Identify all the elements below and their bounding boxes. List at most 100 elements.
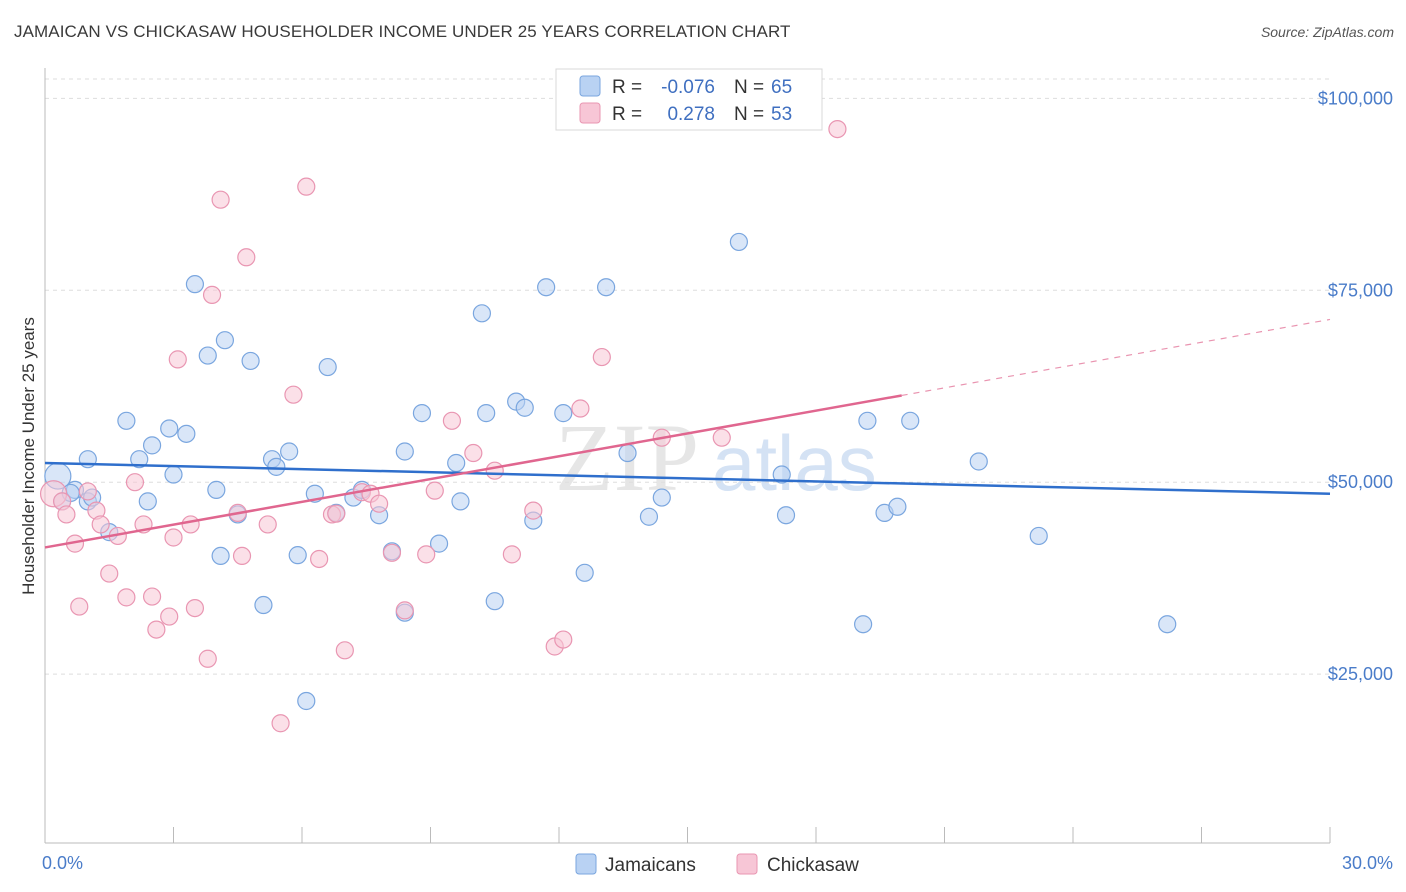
jamaicans-point	[429, 534, 449, 553]
jamaicans-point	[280, 442, 299, 461]
chickasaw-point	[142, 587, 162, 606]
chickasaw-trend-line	[44, 394, 902, 549]
chickasaw-point	[181, 515, 200, 534]
jamaicans-point	[130, 450, 149, 469]
jamaicans-point	[515, 398, 534, 417]
jamaicans-point	[776, 506, 796, 525]
jamaicans-point	[472, 304, 491, 323]
source-label: Source: ZipAtlas.com	[1260, 24, 1394, 40]
jamaicans-point	[177, 424, 196, 443]
chickasaw-point	[712, 428, 731, 447]
chickasaw-point	[185, 598, 205, 618]
chickasaw-point	[502, 545, 521, 564]
series-legend: Jamaicans Chickasaw	[575, 853, 859, 876]
chickasaw-point	[232, 546, 252, 566]
chickasaw-point	[100, 564, 119, 583]
jamaicans-point	[537, 278, 556, 297]
legend-r-value-1: -0.076	[661, 77, 715, 98]
jamaicans-point	[198, 346, 217, 365]
jamaicans-point	[215, 331, 234, 350]
chickasaw-point	[395, 601, 414, 620]
jamaicans-point	[211, 546, 230, 566]
chickasaw-point	[117, 588, 136, 607]
jamaicans-point	[854, 615, 873, 634]
legend-n-value-2: 53	[771, 104, 792, 125]
chickasaw-trend-extension	[901, 318, 1331, 397]
legend-r-label-2: R =	[612, 104, 642, 125]
jamaicans-point	[297, 691, 316, 711]
chickasaw-points	[39, 119, 847, 733]
chickasaw-point	[310, 549, 329, 569]
chickasaw-point	[237, 248, 256, 267]
bottom-swatch-jamaicans	[575, 853, 597, 875]
x-tick-labels: 0.0% 30.0%	[42, 853, 1393, 873]
chickasaw-point	[335, 641, 354, 660]
jamaicans-point	[901, 411, 920, 430]
x-tick-label-max: 30.0%	[1342, 853, 1393, 873]
y-tick-label: $25,000	[1328, 664, 1393, 684]
watermark-atlas: atlas	[712, 419, 877, 507]
chickasaw-point	[70, 597, 89, 616]
chickasaw-point	[147, 620, 166, 639]
chickasaw-point	[258, 515, 277, 534]
chickasaw-point	[160, 607, 179, 626]
jamaicans-point	[395, 442, 414, 461]
chickasaw-point	[78, 482, 97, 501]
chickasaw-point	[382, 543, 402, 562]
jamaicans-point	[142, 436, 162, 455]
legend-r-label-1: R =	[612, 77, 642, 98]
legend-n-label-1: N =	[734, 77, 764, 98]
jamaicans-point	[164, 465, 183, 484]
y-tick-labels: $25,000 $50,000 $75,000 $100,000	[1318, 88, 1393, 684]
jamaicans-point	[117, 411, 136, 430]
y-tick-label: $75,000	[1328, 280, 1393, 300]
chickasaw-point	[57, 505, 76, 524]
jamaicans-point	[138, 492, 157, 511]
jamaicans-point	[254, 595, 273, 615]
chickasaw-point	[202, 285, 222, 304]
axes	[44, 68, 1331, 844]
jamaicans-point	[772, 465, 791, 484]
chickasaw-point	[297, 177, 316, 196]
legend-swatch-chickasaw	[579, 102, 601, 124]
jamaicans-point	[477, 404, 496, 423]
bottom-legend-chickasaw: Chickasaw	[767, 855, 859, 876]
gridlines	[45, 78, 1330, 675]
legend-n-label-2: N =	[734, 104, 764, 125]
bottom-legend-jamaicans: Jamaicans	[605, 855, 696, 876]
chickasaw-point	[417, 545, 436, 564]
chickasaw-point	[164, 528, 183, 547]
trend-lines	[44, 318, 1331, 549]
chickasaw-point	[91, 515, 110, 534]
chickasaw-point	[485, 461, 504, 480]
chart-title: JAMAICAN VS CHICKASAW HOUSEHOLDER INCOME…	[14, 22, 791, 41]
jamaicans-point	[447, 453, 466, 473]
y-tick-label: $100,000	[1318, 88, 1393, 108]
chickasaw-point	[370, 494, 389, 513]
chickasaw-point	[284, 385, 303, 404]
jamaicans-point	[729, 232, 749, 252]
jamaicans-point	[969, 452, 988, 471]
jamaicans-point	[160, 419, 179, 438]
jamaicans-point	[618, 443, 637, 463]
jamaicans-point	[241, 351, 260, 371]
jamaicans-point	[318, 357, 337, 377]
chickasaw-point	[828, 119, 847, 139]
chickasaw-point	[168, 350, 187, 369]
y-tick-label: $50,000	[1328, 472, 1393, 492]
jamaicans-point	[1158, 615, 1177, 634]
chickasaw-point	[464, 443, 483, 463]
jamaicans-point	[412, 404, 432, 423]
chickasaw-point	[442, 411, 462, 430]
jamaicans-point	[207, 480, 226, 499]
jamaicans-point	[554, 404, 573, 423]
legend-r-value-2: 0.278	[667, 104, 715, 125]
jamaicans-point	[451, 492, 470, 511]
jamaicans-point	[597, 278, 616, 297]
y-axis-label: Householder Income Under 25 years	[19, 317, 38, 595]
chickasaw-point	[592, 347, 611, 367]
legend-swatch-jamaicans	[579, 75, 601, 97]
jamaicans-point	[888, 497, 907, 516]
chickasaw-point	[571, 399, 590, 418]
